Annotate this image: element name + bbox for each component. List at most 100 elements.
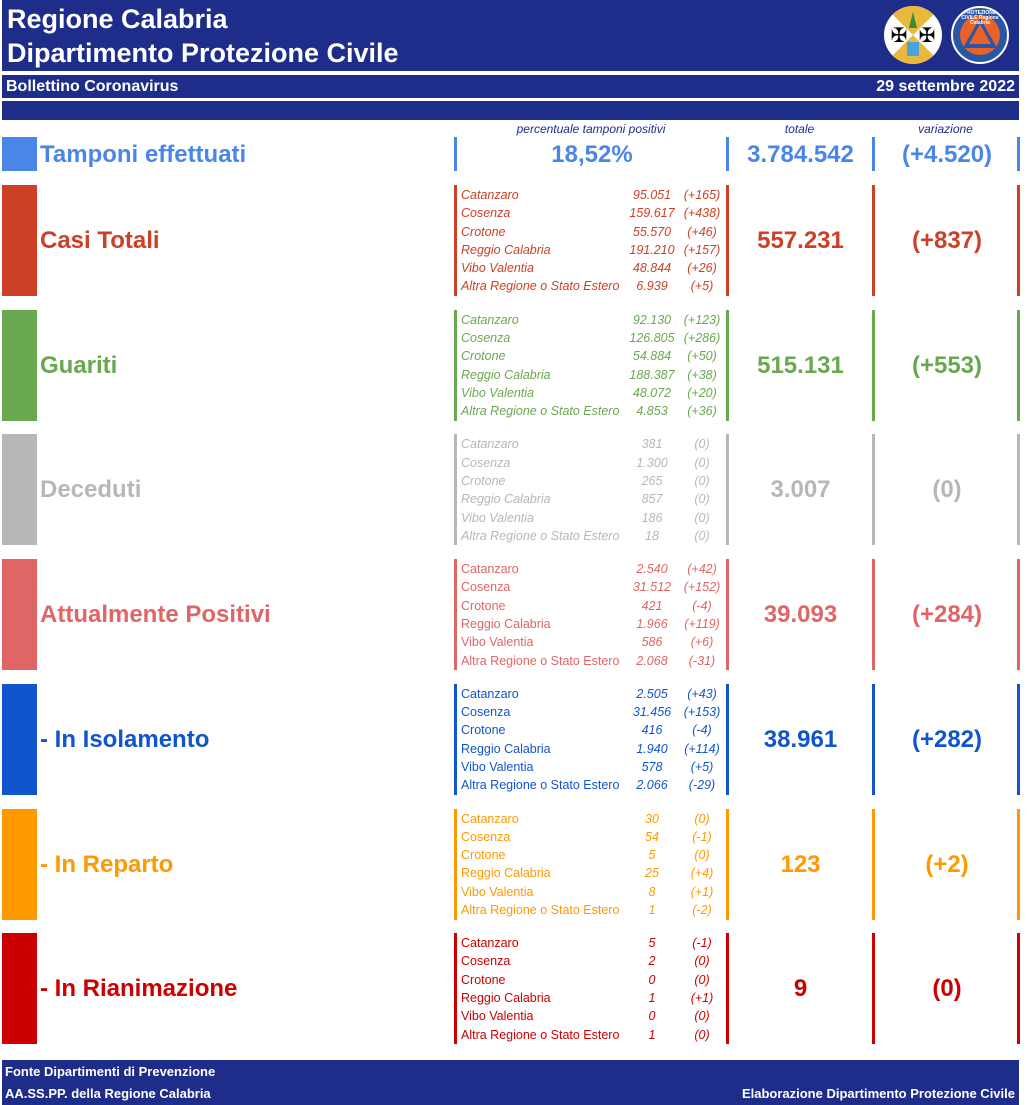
group-row: - In Rianimazione Catanzaro 5 (-1) Cosenza 2… — [0, 933, 1033, 1045]
province-row: Reggio Calabria 857 (0) — [461, 490, 723, 508]
divider — [726, 309, 729, 421]
province-value: 0 — [648, 972, 656, 987]
province-value: 1.300 — [636, 455, 668, 470]
province-value: 586 — [641, 635, 663, 650]
province-variation: (0) — [694, 972, 710, 987]
province-value: 265 — [641, 473, 663, 488]
province-value: 48.844 — [632, 261, 672, 276]
province-value: 5 — [648, 848, 656, 863]
province-value: 857 — [641, 492, 663, 507]
divider — [726, 559, 729, 671]
province-name: Catanzaro — [461, 562, 519, 577]
tamponi-row: Tamponi effettuati 18,52% 3.784.542 (+4.… — [0, 137, 1033, 173]
province-row: Altra Regione o Stato Estero 6.939 (+5) — [461, 277, 723, 295]
province-value: 191.210 — [629, 242, 675, 257]
tamponi-label: Tamponi effettuati — [40, 141, 247, 168]
divider — [726, 683, 729, 795]
province-value: 2.066 — [636, 778, 668, 793]
province-name: Vibo Valentia — [461, 385, 534, 400]
province-value: 2.068 — [636, 653, 668, 668]
province-row: Catanzaro 30 (0) — [461, 810, 723, 828]
province-name: Altra Regione o Stato Estero — [461, 1027, 620, 1042]
province-name: Crotone — [461, 598, 506, 613]
province-row: Vibo Valentia 8 (+1) — [461, 883, 723, 901]
header-spacer-bar — [2, 101, 1019, 120]
province-name: Crotone — [461, 349, 506, 364]
province-name: Cosenza — [461, 455, 511, 470]
province-variation: (0) — [694, 1027, 710, 1042]
province-name: Reggio Calabria — [461, 741, 551, 756]
province-variation: (+36) — [687, 404, 717, 419]
province-name: Cosenza — [461, 580, 511, 595]
province-name: Altra Regione o Stato Estero — [461, 279, 620, 294]
province-variation: (+50) — [687, 349, 717, 364]
protezione-civile-logo: PROTEZIONE CIVILE Regione Calabria — [951, 6, 1009, 64]
divider — [726, 434, 729, 546]
protezione-civile-logo-text: PROTEZIONE CIVILE Regione Calabria — [961, 10, 999, 26]
group-total: 557.231 — [757, 227, 844, 254]
province-value: 578 — [641, 759, 663, 774]
province-variation: (+152) — [683, 580, 721, 595]
group-variation: (+553) — [911, 351, 983, 379]
province-row: Catanzaro 2.505 (+43) — [461, 685, 723, 703]
footer: Fonte Dipartimenti di Prevenzione AA.SS.… — [2, 1060, 1019, 1105]
divider — [872, 683, 875, 795]
province-row: Catanzaro 95.051 (+165) — [461, 186, 723, 204]
province-variation: (0) — [694, 954, 710, 969]
province-variation: (+114) — [684, 741, 720, 756]
province-row: Crotone 265 (0) — [461, 472, 723, 490]
province-name: Altra Regione o Stato Estero — [461, 778, 620, 793]
province-breakdown: Catanzaro 2.540 (+42) Cosenza 31.512 (+152) Cr… — [461, 560, 723, 670]
province-value: 2 — [648, 954, 656, 969]
province-value: 188.387 — [629, 367, 675, 382]
province-row: Reggio Calabria 1.940 (+114) — [461, 740, 723, 758]
divider — [1017, 683, 1020, 795]
province-value: 381 — [641, 437, 663, 452]
province-value: 55.570 — [632, 224, 672, 239]
province-variation: (+1) — [690, 884, 714, 899]
province-variation: (-4) — [692, 598, 712, 613]
group-swatch — [2, 559, 37, 671]
province-row: Vibo Valentia 48.072 (+20) — [461, 384, 723, 402]
group-label: Guariti — [40, 351, 118, 379]
province-value: 31.456 — [632, 705, 672, 720]
province-value: 1 — [648, 991, 656, 1006]
col-header-variation: variazione — [918, 122, 973, 136]
province-value: 126.805 — [629, 330, 675, 345]
province-value: 8 — [648, 884, 656, 899]
province-variation: (+43) — [687, 686, 717, 701]
group-variation: (+837) — [911, 227, 983, 254]
divider — [1017, 434, 1020, 546]
province-name: Reggio Calabria — [461, 616, 551, 631]
group-variation: (+282) — [911, 725, 983, 753]
province-row: Vibo Valentia 0 (0) — [461, 1007, 723, 1025]
province-variation: (0) — [694, 848, 710, 863]
divider — [726, 185, 729, 296]
province-name: Vibo Valentia — [461, 510, 534, 525]
province-variation: (+5) — [690, 279, 714, 294]
province-breakdown: Catanzaro 5 (-1) Cosenza 2 (0) Crotone 0 (0) Regg… — [461, 934, 723, 1044]
province-name: Crotone — [461, 473, 506, 488]
group-label: Deceduti — [40, 476, 142, 504]
group-variation: (+2) — [925, 850, 969, 878]
province-value: 30 — [645, 811, 659, 826]
svg-text:✠: ✠ — [919, 25, 936, 47]
province-row: Crotone 5 (0) — [461, 846, 723, 864]
bulletin-date: 29 settembre 2022 — [876, 78, 1015, 95]
province-name: Altra Regione o Stato Estero — [461, 902, 620, 917]
province-name: Cosenza — [461, 206, 511, 221]
province-row: Crotone 54.884 (+50) — [461, 347, 723, 365]
group-label: - In Rianimazione — [40, 975, 238, 1003]
group-total: 39.093 — [763, 601, 838, 629]
province-variation: (0) — [694, 510, 710, 525]
divider — [1017, 185, 1020, 296]
group-row: Guariti Catanzaro 92.130 (+123) Cosenza 126.… — [0, 309, 1033, 422]
province-name: Altra Regione o Stato Estero — [461, 653, 620, 668]
province-row: Catanzaro 5 (-1) — [461, 934, 723, 952]
province-breakdown: Catanzaro 92.130 (+123) Cosenza 126.805 (+286… — [461, 311, 723, 421]
divider — [872, 309, 875, 421]
group-swatch — [2, 933, 37, 1045]
province-name: Reggio Calabria — [461, 492, 551, 507]
province-value: 54 — [645, 829, 659, 844]
province-value: 6.939 — [636, 279, 668, 294]
